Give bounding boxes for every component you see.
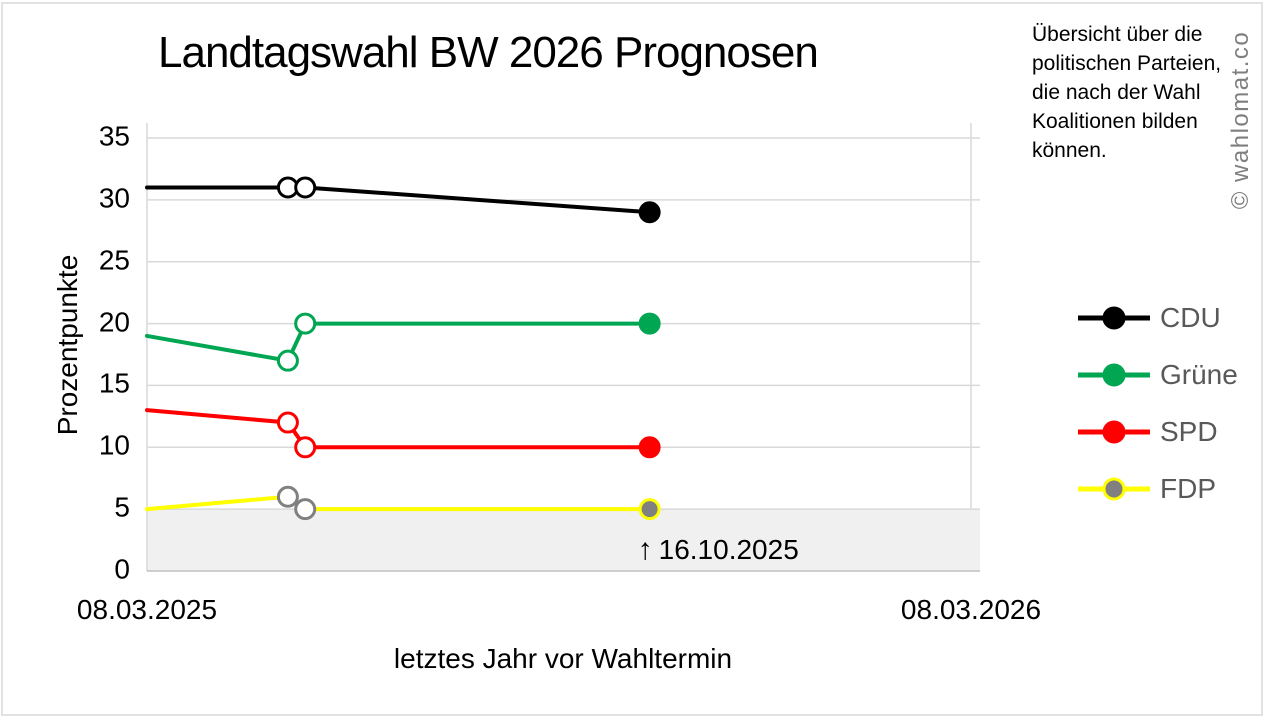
marker-open-SPD [276, 411, 299, 434]
series-line-SPD [145, 408, 652, 450]
series-line-FDP [145, 494, 652, 512]
legend-item-FDP: FDP [1078, 473, 1238, 504]
y-tick-label: 30 [98, 182, 130, 214]
y-tick-label: 5 [114, 491, 130, 523]
legend-item-Grüne: Grüne [1078, 359, 1238, 390]
marker-solid-CDU [638, 201, 661, 224]
coalition-note: Übersicht über die politischen Parteien,… [1032, 23, 1222, 162]
copyright-watermark: © wahlomat.co [1227, 30, 1254, 210]
x-axis-title: letztes Jahr vor Wahltermin [393, 643, 733, 674]
marker-open-FDP [294, 498, 317, 521]
marker-solid-SPD [638, 436, 661, 459]
annotation-label: 16.10.2025 [658, 534, 799, 565]
y-tick-label: 25 [98, 244, 130, 276]
y-tick-label: 15 [98, 367, 130, 399]
legend-marker-icon [1078, 477, 1150, 501]
legend-marker-icon [1078, 363, 1150, 387]
legend-marker-icon [1078, 306, 1150, 330]
legend-item-CDU: CDU [1078, 302, 1238, 333]
page-title: Landtagswahl BW 2026 Prognosen [158, 28, 819, 77]
x-tick-label: 08.03.2025 [76, 594, 218, 625]
marker-open-SPD [294, 436, 317, 459]
legend-item-label: FDP [1160, 473, 1216, 504]
legend-marker-icon [1078, 420, 1150, 444]
chart-legend: CDU Grüne SPD FDP [1078, 302, 1238, 504]
y-tick-label: 20 [98, 305, 130, 337]
marker-open-Grüne [276, 349, 299, 372]
y-axis-label: Prozentpunkte [52, 254, 83, 436]
marker-open-FDP [276, 485, 299, 508]
marker-solid-FDP [638, 498, 661, 521]
legend-item-label: Grüne [1160, 359, 1238, 390]
y-tick-label: 0 [114, 553, 130, 585]
legend-item-label: SPD [1160, 416, 1218, 447]
y-tick-label: 35 [98, 120, 130, 152]
date-annotation: ↑ 16.10.2025 [638, 533, 799, 567]
up-arrow-icon: ↑ [637, 533, 653, 566]
marker-open-Grüne [294, 312, 317, 335]
legend-item-label: CDU [1160, 302, 1221, 333]
marker-solid-Grüne [638, 312, 661, 335]
highlight-band [147, 509, 980, 571]
y-tick-label: 10 [98, 429, 130, 461]
series-line-Grüne [145, 321, 652, 363]
legend-item-SPD: SPD [1078, 416, 1238, 447]
marker-open-CDU [294, 176, 317, 199]
x-tick-label: 08.03.2026 [900, 594, 1042, 625]
